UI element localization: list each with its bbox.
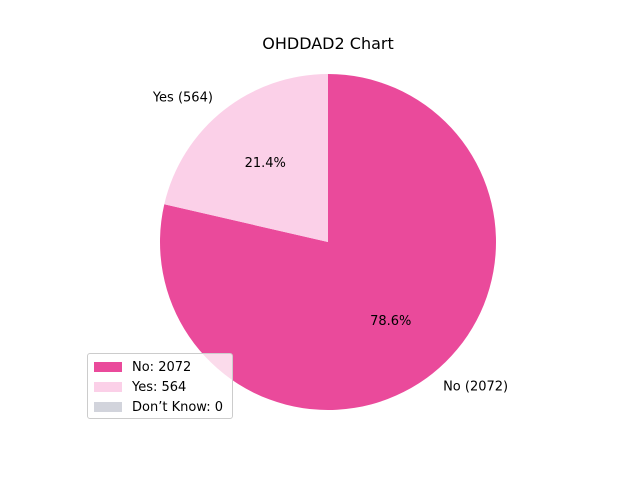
legend-item-yes: Yes: 564 <box>94 377 232 397</box>
legend-item-no: No: 2072 <box>94 357 232 377</box>
legend-swatch-no <box>94 362 122 372</box>
outer-label-yes: Yes (564) <box>152 90 213 105</box>
pie-slice-no <box>159 74 496 410</box>
pie-labels: 78.6% No (2072) 21.4% Yes (564) <box>152 90 508 394</box>
legend-swatch-dont-know <box>94 402 122 412</box>
pie-slices <box>159 74 496 410</box>
legend-label-yes: Yes: 564 <box>132 379 187 395</box>
pie-slice-yes <box>164 74 328 242</box>
percent-label-no: 78.6% <box>370 314 411 329</box>
legend-label-dont-know: Don’t Know: 0 <box>132 399 223 415</box>
chart-title: OHDDAD2 Chart <box>262 34 393 53</box>
legend-swatch-yes <box>94 382 122 392</box>
outer-label-no: No (2072) <box>443 380 508 395</box>
legend-label-no: No: 2072 <box>132 359 192 375</box>
percent-label-yes: 21.4% <box>245 156 286 171</box>
legend: No: 2072 Yes: 564 Don’t Know: 0 <box>87 353 233 419</box>
legend-item-dont-know: Don’t Know: 0 <box>94 397 232 417</box>
